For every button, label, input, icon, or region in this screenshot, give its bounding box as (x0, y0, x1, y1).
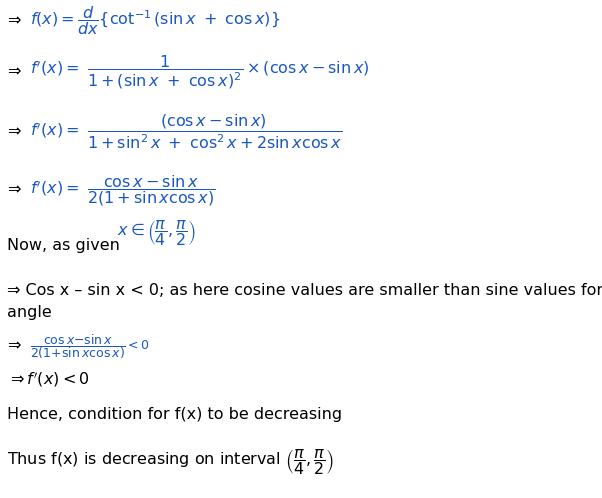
Text: ⇒ Cos x – sin x < 0; as here cosine values are smaller than sine values for same: ⇒ Cos x – sin x < 0; as here cosine valu… (7, 283, 602, 298)
Text: ⇒: ⇒ (7, 13, 20, 28)
Text: $\dfrac{\cos x{-}\sin x}{2(1{+}\sin x\cos x)} < 0$: $\dfrac{\cos x{-}\sin x}{2(1{+}\sin x\co… (30, 332, 150, 361)
Text: $f(x) = \dfrac{d}{dx}\{\cot^{-1}(\sin x \ + \ \cos x)\}$: $f(x) = \dfrac{d}{dx}\{\cot^{-1}(\sin x … (30, 4, 281, 37)
Text: ⇒: ⇒ (7, 65, 20, 80)
Text: ⇒: ⇒ (7, 183, 20, 198)
Text: Now, as given: Now, as given (7, 238, 120, 253)
Text: $f'(x) = \ \dfrac{(\cos x - \sin x)}{1 + \sin^2 x \ + \ \cos^2 x + 2\sin x \cos : $f'(x) = \ \dfrac{(\cos x - \sin x)}{1 +… (30, 113, 343, 151)
Text: ⇒: ⇒ (7, 339, 20, 354)
Text: Thus f(x) is decreasing on interval $\left(\dfrac{\pi}{4},\dfrac{\pi}{2}\right)$: Thus f(x) is decreasing on interval $\le… (7, 447, 334, 477)
Text: $x \in \left(\dfrac{\pi}{4},\dfrac{\pi}{2}\right)$: $x \in \left(\dfrac{\pi}{4},\dfrac{\pi}{… (117, 218, 196, 248)
Text: $f'(x) = \ \dfrac{\cos x - \sin x}{2(1 + \sin x \cos x)}$: $f'(x) = \ \dfrac{\cos x - \sin x}{2(1 +… (30, 173, 216, 208)
Text: ⇒: ⇒ (7, 124, 20, 139)
Text: $f'(x) = \ \dfrac{1}{1 + (\sin x \ + \ \cos x)^2} \times (\cos x - \sin x)$: $f'(x) = \ \dfrac{1}{1 + (\sin x \ + \ \… (30, 53, 370, 91)
Text: $\Rightarrow f'(x) < 0$: $\Rightarrow f'(x) < 0$ (7, 370, 90, 389)
Text: angle: angle (7, 305, 52, 320)
Text: Hence, condition for f(x) to be decreasing: Hence, condition for f(x) to be decreasi… (7, 407, 343, 422)
